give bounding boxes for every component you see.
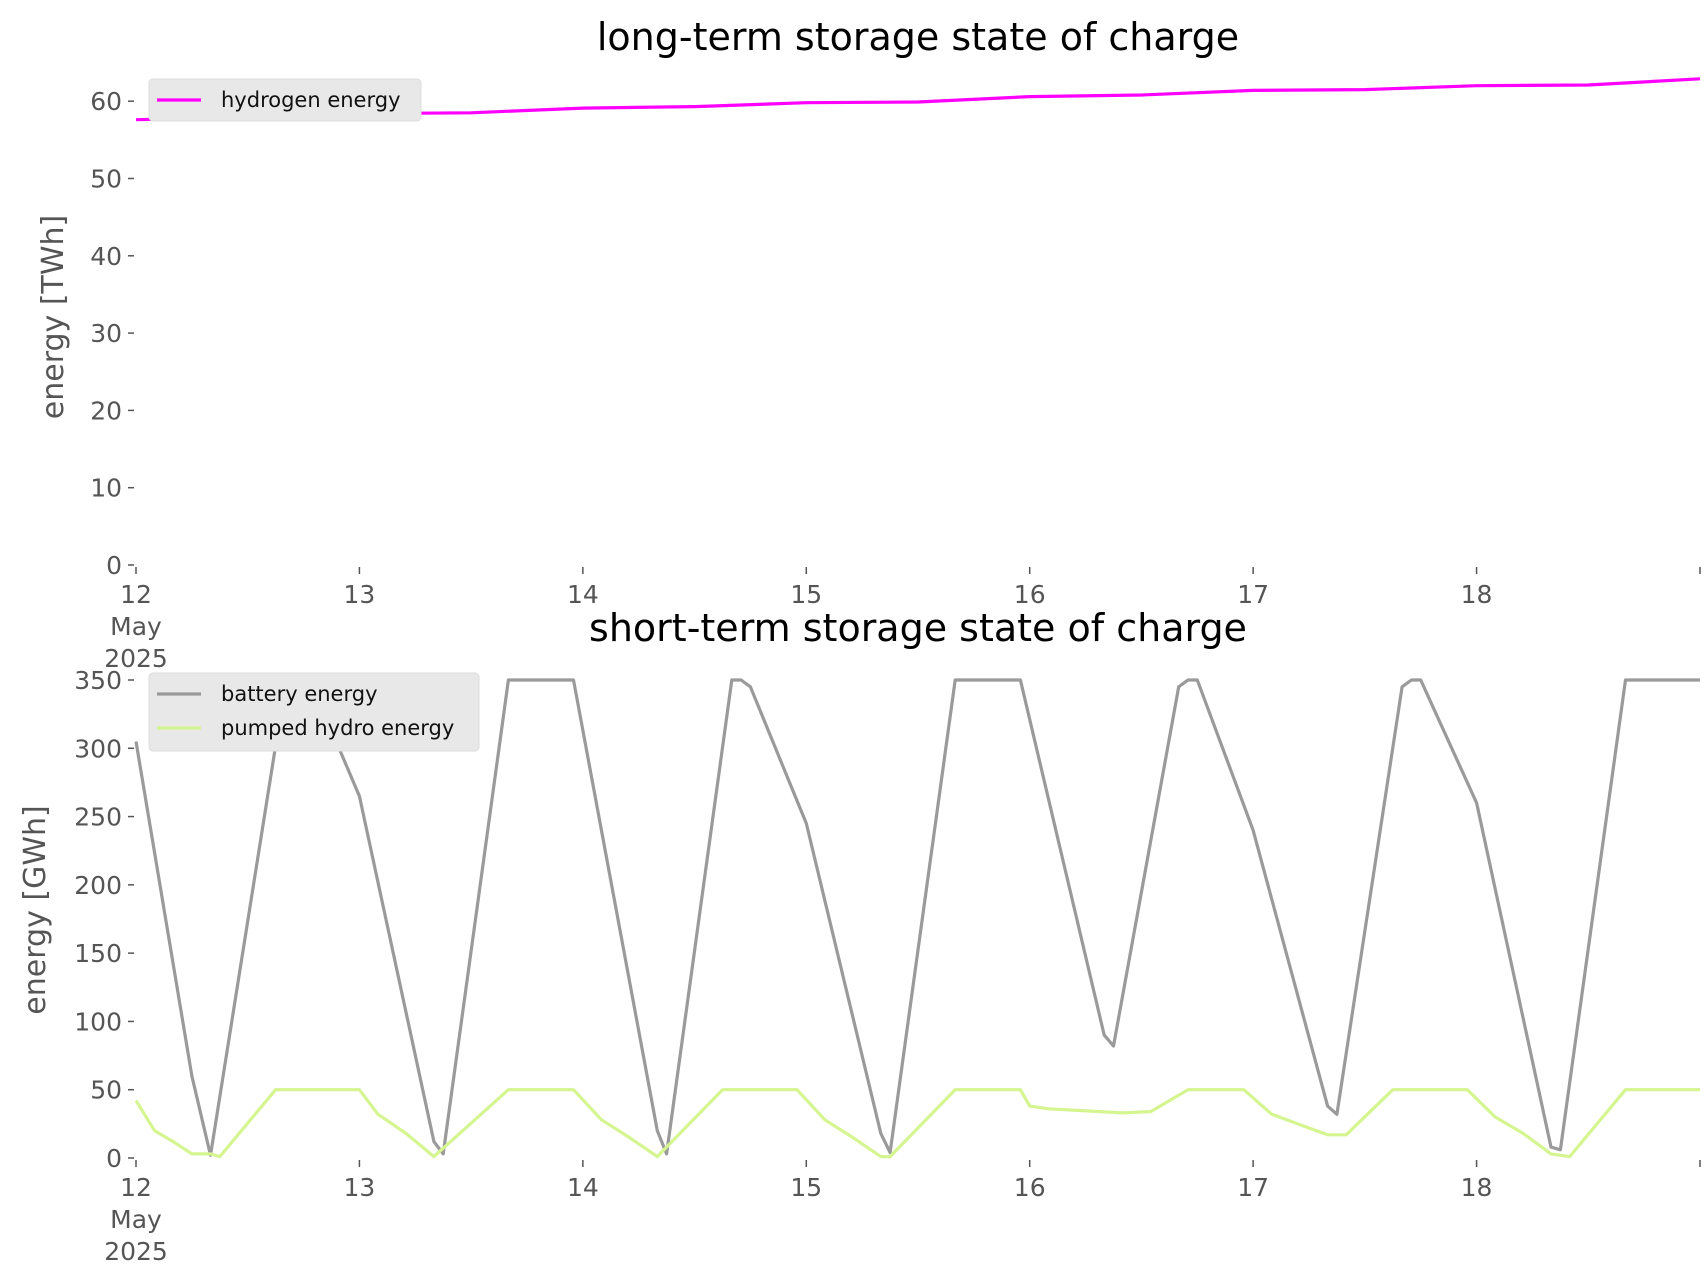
legend: battery energy pumped hydro energy (148, 672, 480, 752)
y-tick-label: 100 (74, 1007, 122, 1036)
series-line (134, 1088, 1700, 1159)
x-tick-label: 17 (1237, 580, 1269, 609)
legend-label: battery energy (221, 682, 378, 706)
x-tick-label: May (110, 612, 162, 641)
legend-label: hydrogen energy (221, 88, 401, 112)
y-tick-label: 300 (74, 734, 122, 763)
y-tick-label: 40 (90, 242, 122, 271)
legend: hydrogen energy (148, 78, 422, 122)
long-term-storage-chart: long-term storage state of charge energy… (36, 15, 1701, 673)
x-tick-label: 14 (567, 1173, 599, 1202)
x-axis-ticks: 12 May 2025 13 14 15 16 17 18 (104, 1160, 1701, 1266)
y-tick-label: 30 (90, 319, 122, 348)
y-tick-label: 0 (106, 1144, 122, 1173)
y-axis-ticks: 0 50 100 150 200 250 300 350 (74, 666, 134, 1173)
x-axis-ticks: 12 May 2025 13 14 15 16 17 18 (104, 567, 1701, 673)
legend-box (148, 672, 480, 752)
y-tick-label: 50 (90, 1076, 122, 1105)
series-line (134, 678, 1700, 1157)
y-tick-label: 150 (74, 939, 122, 968)
x-tick-label: 12 (120, 580, 152, 609)
x-tick-label: 16 (1014, 580, 1046, 609)
short-term-storage-chart: short-term storage state of charge energ… (18, 606, 1701, 1266)
x-tick-label: 13 (344, 1173, 376, 1202)
y-tick-label: 10 (90, 474, 122, 503)
x-tick-label: 13 (344, 580, 376, 609)
y-axis-label: energy [GWh] (18, 805, 53, 1014)
legend-label: pumped hydro energy (221, 716, 454, 740)
x-tick-label: 18 (1461, 580, 1493, 609)
y-axis-ticks: 0 10 20 30 40 50 60 (90, 87, 134, 580)
legend-box (148, 78, 422, 122)
y-tick-label: 200 (74, 871, 122, 900)
x-tick-label: 15 (790, 580, 822, 609)
y-tick-label: 20 (90, 396, 122, 425)
y-tick-label: 0 (106, 551, 122, 580)
y-tick-label: 50 (90, 164, 122, 193)
chart-title: short-term storage state of charge (589, 606, 1247, 650)
y-tick-label: 250 (74, 803, 122, 832)
x-tick-label: 17 (1237, 1173, 1269, 1202)
x-tick-label: 2025 (104, 1237, 168, 1266)
x-tick-label: May (110, 1205, 162, 1234)
series-lines (134, 678, 1700, 1159)
y-axis-label: energy [TWh] (36, 215, 71, 419)
y-tick-label: 60 (90, 87, 122, 116)
x-tick-label: 18 (1461, 1173, 1493, 1202)
x-tick-label: 15 (790, 1173, 822, 1202)
chart-title: long-term storage state of charge (597, 15, 1239, 59)
y-tick-label: 350 (74, 666, 122, 695)
x-tick-label: 14 (567, 580, 599, 609)
x-tick-label: 2025 (104, 644, 168, 673)
x-tick-label: 16 (1014, 1173, 1046, 1202)
x-tick-label: 12 (120, 1173, 152, 1202)
